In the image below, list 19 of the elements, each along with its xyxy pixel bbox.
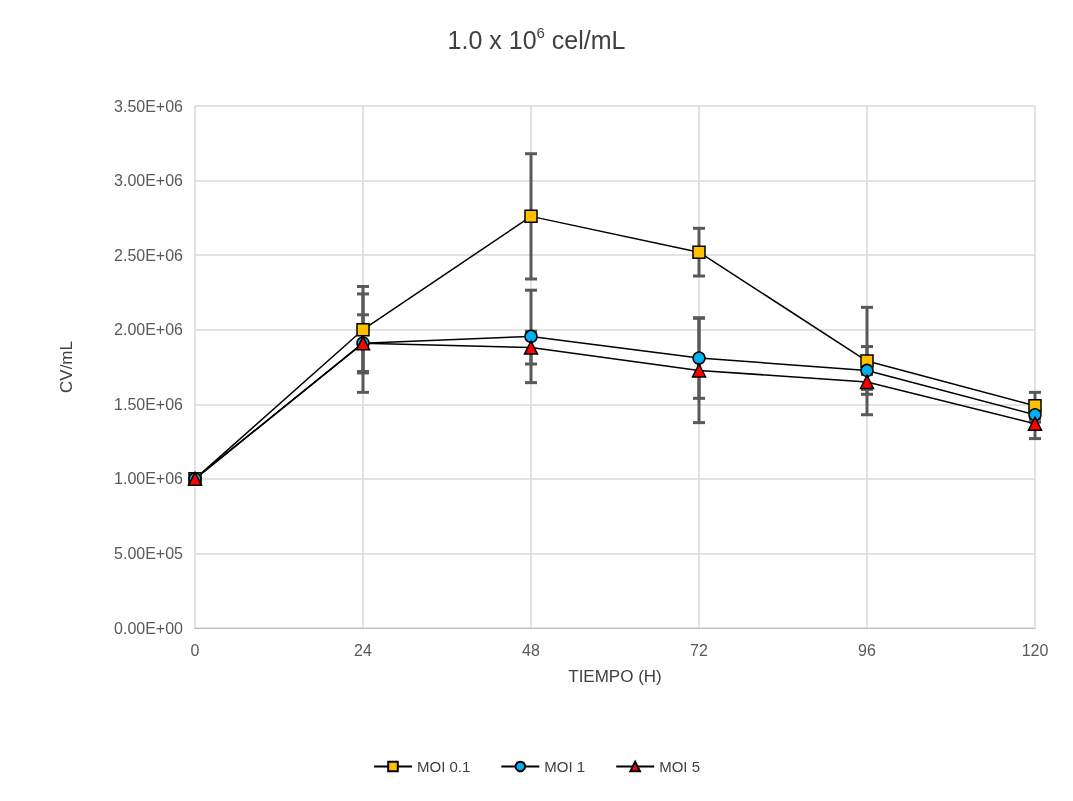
- y-tick-label: 1.50E+06: [114, 395, 184, 413]
- x-tick-label: 48: [522, 641, 540, 659]
- y-tick-label: 2.50E+06: [114, 246, 184, 264]
- x-tick-label: 120: [1021, 641, 1049, 659]
- x-tick-label: 24: [354, 641, 372, 659]
- x-tick-label: 0: [190, 641, 200, 659]
- y-tick-label: 0.00E+00: [114, 619, 184, 637]
- x-tick-label: 72: [690, 641, 708, 659]
- legend-label: MOI 5: [659, 758, 701, 775]
- y-tick-label: 3.00E+06: [114, 172, 184, 190]
- y-axis-title: CV/mL: [57, 341, 76, 393]
- x-tick-label: 96: [858, 641, 876, 659]
- legend-label: MOI 1: [544, 758, 586, 775]
- y-tick-label: 5.00E+05: [114, 544, 184, 562]
- legend-label: MOI 0.1: [416, 758, 471, 775]
- y-tick-label: 1.00E+06: [114, 470, 184, 488]
- x-axis-title: TIEMPO (H): [568, 667, 662, 686]
- y-tick-label: 2.00E+06: [114, 321, 184, 339]
- y-tick-label: 3.50E+06: [114, 97, 184, 115]
